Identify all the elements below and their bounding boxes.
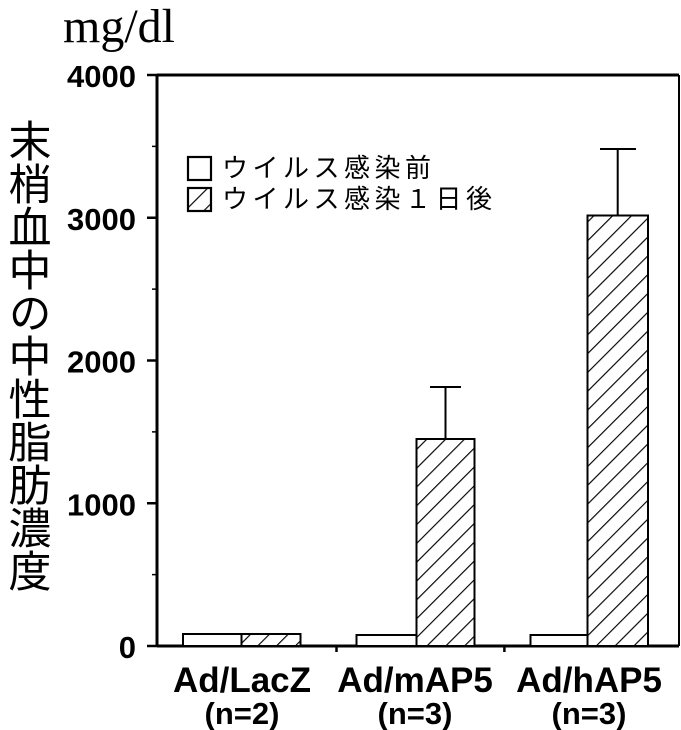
svg-text:末梢血中の中性脂肪濃度: 末梢血中の中性脂肪濃度 bbox=[0, 119, 61, 592]
svg-text:3000: 3000 bbox=[67, 202, 136, 237]
svg-text:mg/dl: mg/dl bbox=[63, 0, 175, 53]
svg-text:2000: 2000 bbox=[67, 345, 136, 380]
svg-text:4000: 4000 bbox=[67, 59, 136, 94]
svg-text:(n=3): (n=3) bbox=[378, 696, 453, 730]
svg-text:Ad/LacZ: Ad/LacZ bbox=[173, 661, 311, 700]
svg-text:ウイルス感染１日後: ウイルス感染１日後 bbox=[222, 179, 497, 216]
svg-text:1000: 1000 bbox=[67, 487, 136, 522]
svg-text:(n=3): (n=3) bbox=[552, 696, 627, 730]
svg-text:Ad/hAP5: Ad/hAP5 bbox=[516, 661, 662, 700]
svg-text:(n=2): (n=2) bbox=[205, 696, 280, 730]
svg-text:0: 0 bbox=[119, 630, 136, 665]
svg-text:Ad/mAP5: Ad/mAP5 bbox=[337, 661, 493, 700]
